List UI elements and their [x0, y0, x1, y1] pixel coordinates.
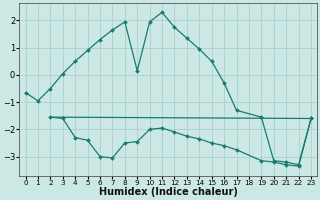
X-axis label: Humidex (Indice chaleur): Humidex (Indice chaleur) — [99, 187, 238, 197]
